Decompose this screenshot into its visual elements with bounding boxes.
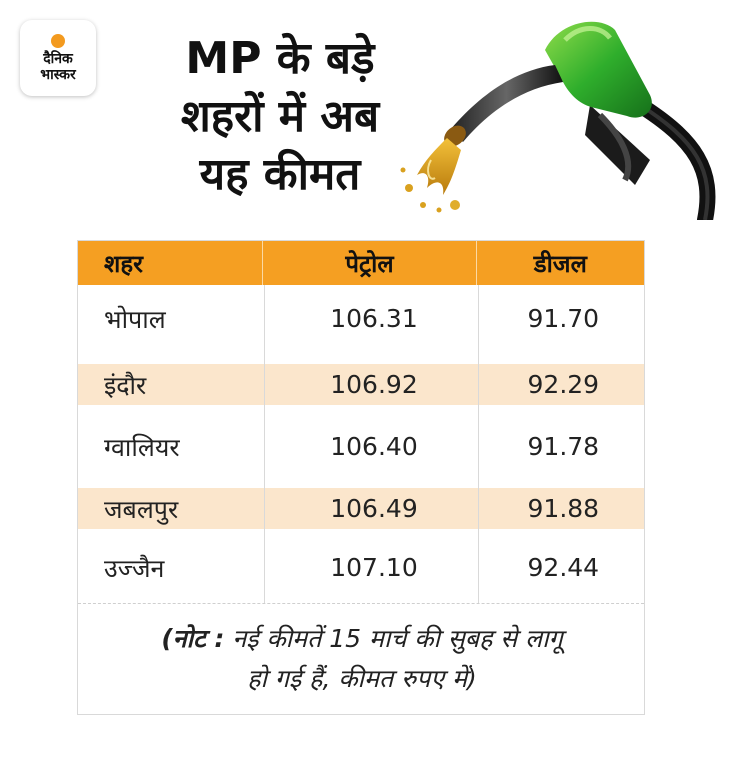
- note-label: (नोट :: [161, 624, 225, 653]
- note-text-1: नई कीमतें 15 मार्च की सुबह से लागू: [232, 624, 563, 653]
- cell-diesel: 91.78: [527, 432, 600, 461]
- cell-petrol: 106.92: [330, 370, 418, 399]
- column-divider: [264, 285, 265, 603]
- logo-line-2: भास्कर: [40, 66, 76, 83]
- fuel-nozzle-icon: [400, 21, 716, 220]
- title-line-1: MP के बड़े: [185, 33, 375, 84]
- header-city: शहर: [78, 241, 264, 285]
- title-line-3: यह कीमत: [199, 149, 361, 200]
- cell-city: जबलपुर: [104, 494, 179, 524]
- table-row: ग्वालियर 106.40 91.78: [78, 426, 644, 467]
- cell-diesel: 92.29: [527, 370, 600, 399]
- price-note: (नोट : नई कीमतें 15 मार्च की सुबह से लाग…: [98, 619, 626, 699]
- cell-diesel: 91.70: [527, 304, 600, 333]
- note-divider: [78, 603, 644, 604]
- cell-city: ग्वालियर: [104, 432, 180, 462]
- cell-diesel: 91.88: [527, 494, 600, 523]
- header-petrol: पेट्रोल: [263, 241, 477, 285]
- note-line-2: हो गई हैं, कीमत रुपए में): [247, 664, 477, 693]
- header-diesel: डीजल: [533, 249, 587, 278]
- cell-city: इंदौर: [104, 370, 147, 400]
- logo-line-1: दैनिक: [43, 50, 73, 67]
- title-line-2: शहरों में अब: [180, 91, 380, 142]
- column-divider: [478, 285, 479, 603]
- table-row: उज्जैन 107.10 92.44: [78, 547, 644, 588]
- logo-dot-icon: [51, 33, 65, 48]
- fuel-price-table: शहर पेट्रोल डीजल भोपाल 106.31 91.70 इंदौ…: [77, 240, 645, 715]
- cell-petrol: 106.31: [330, 304, 418, 333]
- table-row: इंदौर 106.92 92.29: [78, 364, 644, 405]
- note-line-1: (नोट : नई कीमतें 15 मार्च की सुबह से लाग…: [98, 619, 626, 659]
- page-title: MP के बड़े शहरों में अब यह कीमत: [140, 30, 420, 204]
- cell-petrol: 106.49: [330, 494, 418, 523]
- cell-city: भोपाल: [104, 304, 166, 334]
- table-header: शहर पेट्रोल डीजल: [78, 241, 644, 285]
- cell-diesel: 92.44: [527, 553, 600, 582]
- table-row: भोपाल 106.31 91.70: [78, 298, 644, 339]
- cell-petrol: 107.10: [330, 553, 418, 582]
- cell-city: उज्जैन: [104, 553, 165, 583]
- dainik-bhaskar-logo: दैनिक भास्कर: [20, 20, 96, 96]
- table-row: जबलपुर 106.49 91.88: [78, 488, 644, 529]
- cell-petrol: 106.40: [330, 432, 418, 461]
